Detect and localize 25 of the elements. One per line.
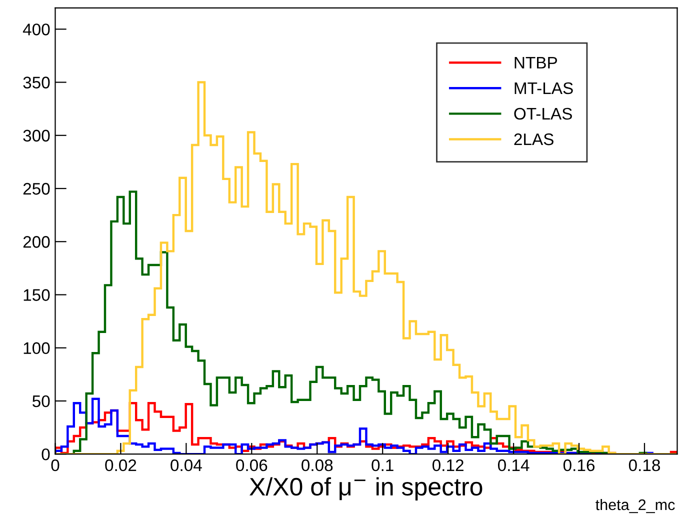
y-tick-label: 150 [24, 289, 50, 301]
y-tick-label: 0 [42, 448, 50, 460]
x-tick-label: 0.16 [563, 459, 595, 472]
y-tick-label: 200 [23, 236, 50, 248]
legend-label: NTBP [514, 56, 558, 68]
x-tick-label: 0.14 [498, 459, 530, 472]
x-tick-label: 0.08 [302, 459, 333, 472]
x-tick-label: 0.04 [170, 459, 202, 472]
x-tick-label: 0.02 [105, 459, 136, 472]
x-axis-title: X/X0 of μ$^{−}$ in spectro [250, 477, 482, 501]
x-tick-label: 0.12 [432, 459, 464, 472]
x-tick-label: 0.06 [236, 459, 268, 472]
text: theta_2_mc [596, 498, 675, 514]
y-tick-label: 300 [23, 130, 50, 142]
y-tick-label: 250 [23, 182, 50, 195]
y-tick-label: 350 [23, 76, 50, 88]
y-tick-label: 100 [24, 342, 50, 354]
legend-label: OT-LAS [514, 108, 572, 120]
legend-label: MT-LAS [514, 82, 573, 94]
x-tick-label: 0.18 [628, 459, 660, 472]
y-tick-label: 400 [22, 24, 50, 36]
legend-label: 2LAS [514, 133, 554, 146]
x-tick-label: 0 [51, 459, 60, 472]
y-tick-label: 50 [32, 395, 50, 408]
x-tick-label: 0.1 [372, 459, 394, 472]
